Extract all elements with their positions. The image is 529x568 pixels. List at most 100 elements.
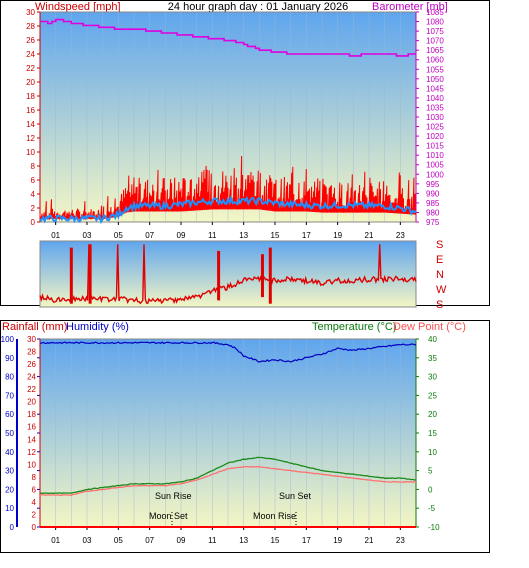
temp-x-ticks: 01 03 05 07 09 11 13 15 17 19 21 23: [51, 527, 405, 545]
windspeed-tick-label: 2: [31, 204, 36, 213]
wind-x-tick-label: 17: [302, 231, 311, 240]
temp-x-tick-label: 13: [239, 536, 248, 545]
temp-x-tick-label: 17: [302, 536, 311, 545]
windspeed-tick-label: 16: [26, 106, 35, 115]
rainfall-tick-label: 18: [27, 410, 36, 419]
temp-x-tick-label: 07: [145, 536, 154, 545]
barometer-tick-label: 1050: [426, 75, 444, 84]
wind-x-tick-label: 21: [365, 231, 374, 240]
rainfall-tick-label: 4: [32, 498, 37, 507]
compass-label: S: [436, 299, 443, 311]
windspeed-tick-label: 12: [26, 134, 35, 143]
dewpoint-axis-label: Dew Point (°C): [393, 321, 466, 333]
compass-label: S: [436, 239, 443, 251]
temperature-tick-label: 10: [428, 448, 437, 457]
barometer-tick-label: 980: [426, 208, 440, 217]
humidity-tick-label: 0: [10, 523, 15, 532]
rainfall-tick-label: 28: [27, 348, 36, 357]
windspeed-tick-label: 26: [26, 36, 35, 45]
windspeed-tick-label: 30: [26, 8, 35, 17]
humidity-tick-label: 100: [1, 335, 15, 344]
temperature-tick-label: -10: [428, 523, 440, 532]
direction-series: [39, 244, 417, 305]
windspeed-tick-label: 22: [26, 64, 35, 73]
windspeed-axis-label: Windspeed [mph]: [35, 1, 121, 13]
barometer-tick-label: 1045: [426, 84, 444, 93]
barometer-tick-label: 1040: [426, 94, 444, 103]
chart-title: 24 hour graph day : 01 January 2026: [168, 1, 348, 13]
barometer-tick-label: 1020: [426, 132, 444, 141]
temperature-tick-label: -5: [428, 504, 436, 513]
wind-x-tick-label: 09: [177, 231, 186, 240]
temperature-tick-label: 0: [428, 485, 433, 494]
temperature-tick-label: 25: [428, 391, 437, 400]
dewpoint-line: [39, 465, 416, 496]
wind-x-tick-label: 23: [396, 231, 405, 240]
humidity-tick-label: 20: [5, 485, 14, 494]
rainfall-tick-label: 2: [32, 510, 37, 519]
sun-rise-annotation: Sun Rise: [155, 491, 192, 501]
humidity-line: [39, 341, 417, 363]
moon-rise-annotation: Moon Rise: [253, 511, 296, 521]
windspeed-tick-label: 8: [31, 162, 36, 171]
temp-x-tick-label: 05: [114, 536, 123, 545]
wind-direction-line: [39, 244, 417, 305]
windspeed-tick-label: 10: [26, 148, 35, 157]
barometer-tick-label: 990: [426, 189, 440, 198]
rainfall-tick-label: 24: [27, 373, 36, 382]
compass-label: E: [436, 254, 443, 266]
windspeed-average-line: [39, 195, 417, 225]
humidity-tick-label: 60: [5, 410, 14, 419]
humidity-tick-label: 10: [5, 504, 14, 513]
barometer-tick-label: 1080: [426, 18, 444, 27]
humidity-tick-label: 80: [5, 373, 14, 382]
windspeed-tick-label: 18: [26, 92, 35, 101]
temperature-line: [39, 456, 416, 495]
humidity-tick-label: 50: [5, 429, 14, 438]
barometer-line: [40, 18, 416, 57]
temp-x-tick-label: 09: [177, 536, 186, 545]
temperature-axis-label: Temperature (°C): [312, 321, 396, 333]
direction-plot-area: [39, 240, 417, 308]
humidity-tick-label: 90: [5, 354, 14, 363]
windspeed-tick-label: 6: [31, 176, 36, 185]
barometer-tick-label: 1065: [426, 46, 444, 55]
humidity-tick-label: 40: [5, 448, 14, 457]
barometer-tick-label: 995: [426, 180, 440, 189]
temp-x-tick-label: 01: [51, 536, 60, 545]
barometer-tick-label: 1010: [426, 151, 444, 160]
windspeed-tick-label: 14: [26, 120, 35, 129]
temperature-tick-label: 20: [428, 410, 437, 419]
rainfall-tick-label: 0: [32, 523, 37, 532]
barometer-tick-label: 1030: [426, 113, 444, 122]
windspeed-tick-label: 0: [31, 218, 36, 227]
barometer-tick-label: 1025: [426, 123, 444, 132]
windspeed-tick-label: 24: [26, 50, 35, 59]
rainfall-tick-label: 10: [27, 460, 36, 469]
windspeed-tick-label: 20: [26, 78, 35, 87]
rainfall-axis-label: Rainfall (mm): [2, 321, 67, 333]
barometer-tick-label: 1085: [426, 8, 444, 17]
temperature-tick-label: 5: [428, 467, 433, 476]
rainfall-tick-label: 6: [32, 485, 37, 494]
temp-x-tick-label: 19: [333, 536, 342, 545]
temperature-tick-label: 35: [428, 354, 437, 363]
wind-x-ticks: 01 03 05 07 09 11 13 15 17 19 21 23: [51, 222, 405, 240]
temp-x-tick-label: 11: [208, 536, 217, 545]
wind-x-tick-label: 15: [271, 231, 280, 240]
humidity-rain-ticks: 0102030405060708090100024681012141618202…: [1, 335, 41, 532]
wind-x-tick-label: 03: [83, 231, 92, 240]
lower-frame: [0, 320, 490, 553]
temp-x-tick-label: 03: [83, 536, 92, 545]
temperature-tick-label: 15: [428, 429, 437, 438]
rainfall-tick-label: 14: [27, 435, 36, 444]
sun-set-annotation: Sun Set: [279, 491, 312, 501]
temperature-tick-label: 30: [428, 373, 437, 382]
windspeed-tick-label: 4: [31, 190, 36, 199]
rainfall-tick-label: 20: [27, 398, 36, 407]
temp-x-tick-label: 23: [396, 536, 405, 545]
wind-x-tick-label: 01: [51, 231, 60, 240]
barometer-tick-label: 1000: [426, 170, 444, 179]
